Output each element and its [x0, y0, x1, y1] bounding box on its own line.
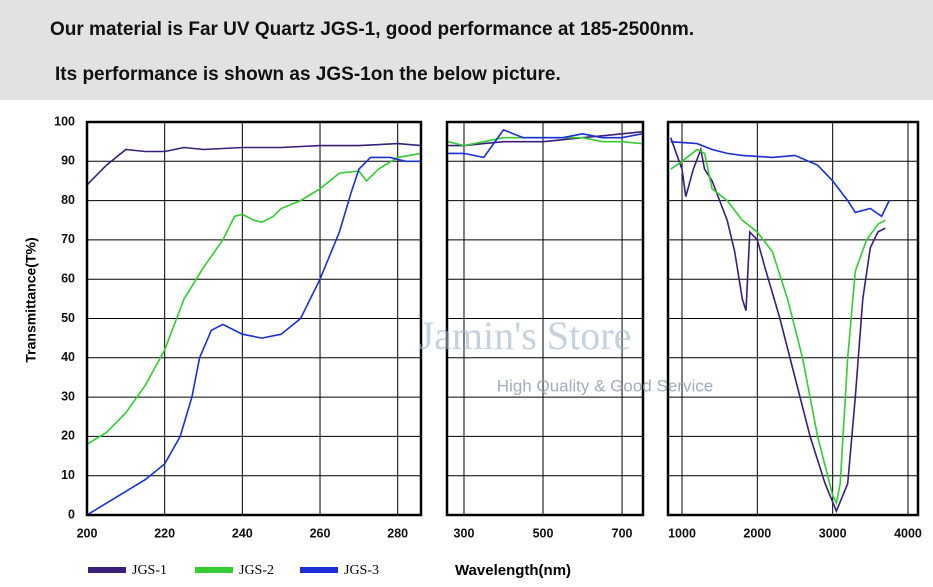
x-tick-label: 1000	[668, 526, 696, 540]
y-tick-label: 0	[68, 507, 75, 521]
x-tick-label: 700	[612, 526, 633, 540]
panel-frame	[85, 120, 423, 517]
legend-label: JGS-1	[132, 563, 167, 578]
watermark-title: Jamin's Store	[419, 313, 632, 358]
legend-label: JGS-3	[344, 563, 379, 578]
line-series	[86, 156, 421, 516]
y-tick-label: 20	[61, 429, 75, 443]
y-tick-label: 30	[61, 389, 75, 403]
line-series	[86, 142, 422, 186]
y-tick-label: 90	[61, 154, 75, 168]
x-tick-label: 500	[533, 526, 554, 540]
x-tick-label: 280	[387, 526, 408, 540]
y-tick-label: 70	[61, 232, 75, 246]
legend-label: JGS-2	[239, 563, 274, 578]
y-axis-label: Transmittance(T%)	[23, 237, 39, 362]
x-tick-label: 3000	[819, 526, 847, 540]
y-tick-label: 40	[61, 350, 75, 364]
y-tick-label: 50	[61, 311, 75, 325]
line-series	[448, 131, 642, 147]
y-tick-label: 60	[61, 271, 75, 285]
watermark-subtitle: High Quality & Good Service	[497, 376, 713, 395]
header-band	[0, 0, 933, 100]
plot: 0 10 20 30 40 50 60 70 80 90 100 200 220 240 260 280 300…	[23, 114, 922, 579]
line-series	[448, 128, 642, 159]
panel-frame	[445, 120, 645, 517]
header-line: Our material is Far UV Quartz JGS-1, goo…	[50, 19, 694, 40]
x-tick-label: 260	[310, 526, 331, 540]
line-series	[86, 152, 422, 445]
x-tick-label: 4000	[894, 526, 922, 540]
line-series	[670, 148, 886, 506]
x-axis-label: Wavelength(nm)	[455, 562, 571, 579]
header-line: Its performance is shown as JGS-1on the …	[55, 64, 561, 85]
y-tick-label: 80	[61, 193, 75, 207]
line-series	[669, 137, 886, 514]
x-tick-label: 300	[454, 526, 475, 540]
panel-frame	[666, 120, 920, 517]
x-tick-label: 2000	[743, 526, 771, 540]
y-tick-label: 10	[61, 468, 75, 482]
x-tick-label: 240	[232, 526, 253, 540]
line-series	[670, 140, 890, 218]
y-tick-label: 100	[54, 114, 75, 128]
x-tick-label: 220	[154, 526, 175, 540]
x-tick-label: 200	[77, 526, 98, 540]
